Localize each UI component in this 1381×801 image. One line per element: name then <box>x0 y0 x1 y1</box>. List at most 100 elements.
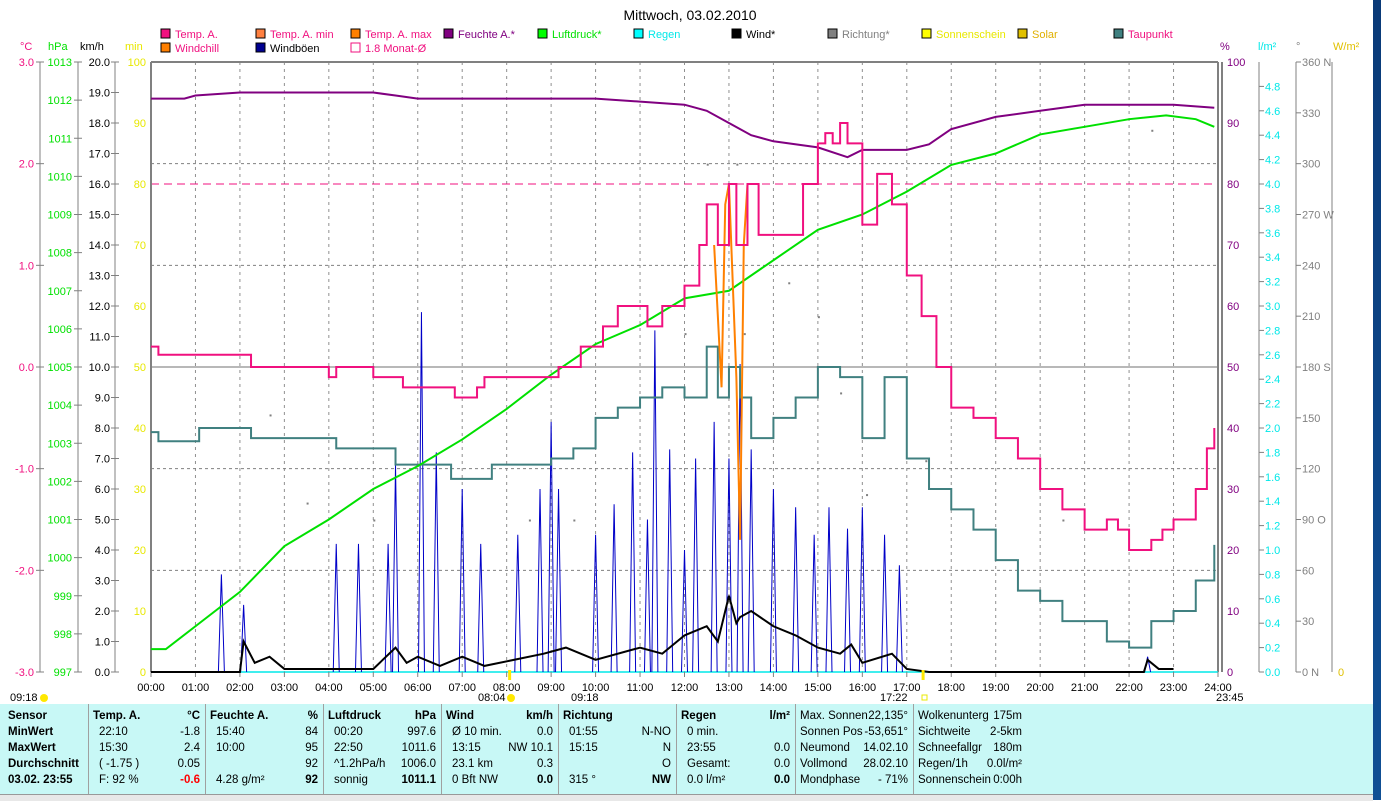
panel-row: Wolkenunterg 175m <box>918 708 1022 724</box>
wind-tick-label: 3.0 <box>95 576 110 588</box>
weather-chart: Mittwoch, 03.02.2010 Temp. A. Temp. A. mi… <box>10 7 1360 704</box>
direction-point <box>840 392 843 395</box>
panel-value: 28.02.10 <box>863 758 908 770</box>
panel-row: Durchschnitt <box>8 756 88 772</box>
minutes-tick-label: 40 <box>134 423 146 435</box>
gust-spike <box>417 312 425 673</box>
panel-label: MaxWert <box>8 742 56 754</box>
time-tick-label: 00:00 <box>137 682 165 694</box>
gust-spike <box>736 363 744 673</box>
panel-header: Sensor <box>8 708 88 724</box>
panel-value: N <box>662 742 671 754</box>
pressure-tick-label: 1000 <box>48 553 72 565</box>
panel-label: ^1.2hPa/h <box>334 758 386 770</box>
gust-spike <box>666 449 674 673</box>
rain-tick-label: 2.2 <box>1265 399 1280 411</box>
time-tick-label: 03:00 <box>271 682 299 694</box>
temp-tick-label: -2.0 <box>15 565 34 577</box>
humidity-tick-label: 50 <box>1227 362 1239 374</box>
legend-label: Temp. A. <box>175 29 218 41</box>
minutes-tick-label: 70 <box>134 240 146 252</box>
panel-column: Luftdruck hPa 00:20 997.6 22:50 1011.6 ^1.2hPa… <box>328 708 436 790</box>
panel-row: 23:55 0.0 <box>681 740 790 756</box>
gust-spike <box>710 421 718 673</box>
panel-column: Max. Sonnen 22,135° Sonnen Pos -53,651° Neum… <box>800 708 908 790</box>
series-layer <box>151 91 1216 680</box>
minutes-tick-label: 80 <box>134 179 146 191</box>
gust-spike <box>477 543 485 673</box>
sunmark-time: 09:18 <box>571 692 599 704</box>
panel-row: F: 92 % -0.6 <box>93 772 200 788</box>
direction-point <box>866 494 869 497</box>
gust-spike <box>844 528 852 673</box>
pressure-tick-label: 999 <box>54 591 72 603</box>
wind-tick-label: 14.0 <box>89 240 110 252</box>
panel-row: 0 min. <box>681 724 790 740</box>
panel-value: °C <box>187 710 200 722</box>
gust-spike <box>458 488 466 673</box>
panel-label: Sichtweite <box>918 726 971 738</box>
panel-value: NW 10.1 <box>508 742 553 754</box>
legend-swatch <box>827 28 838 39</box>
axes: °C hPa km/h min% l/m² ° W/m² 3.0 2.0 1.0 0.0 -1.0 -2… <box>15 41 1360 694</box>
panel-row: ( -1.75 ) 0.05 <box>93 756 200 772</box>
panel-row: O <box>563 756 671 772</box>
minutes-tick-label: 50 <box>134 362 146 374</box>
legend-swatch <box>1017 28 1028 39</box>
gust-spike <box>592 534 600 673</box>
pressure-tick-label: 1009 <box>48 210 72 222</box>
rain-tick-label: 1.0 <box>1265 545 1280 557</box>
panel-value: -53,651° <box>864 726 908 738</box>
legend-label: Luftdruck* <box>552 29 602 41</box>
minutes-tick-label: 0 <box>140 667 146 679</box>
sun-time-left: 09:18 <box>10 692 38 704</box>
panel-label: 15:40 <box>216 726 245 738</box>
panel-row: 01:55 N-NO <box>563 724 671 740</box>
rain-tick-label: 3.2 <box>1265 277 1280 289</box>
moon-time: 23:45 <box>1216 692 1244 704</box>
panel-label: Mondphase <box>800 774 861 786</box>
panel-value: 0.0 <box>774 758 790 770</box>
time-tick-label: 06:00 <box>404 682 432 694</box>
panel-row: Max. Sonnen 22,135° <box>800 708 908 724</box>
panel-label: 10:00 <box>216 742 245 754</box>
panel-row: sonnig 1011.1 <box>328 772 436 788</box>
rain-tick-label: 0.4 <box>1265 618 1280 630</box>
rain-tick-label: 4.2 <box>1265 155 1280 167</box>
direction-point <box>925 460 928 463</box>
humidity-tick-label: 60 <box>1227 301 1239 313</box>
legend: Temp. A. Temp. A. min Temp. A. max Feuchte … <box>160 28 1173 55</box>
column-separator <box>913 704 914 794</box>
panel-value: 0.05 <box>177 758 200 770</box>
chart-title: Mittwoch, 03.02.2010 <box>623 7 756 23</box>
humidity-tick-label: 30 <box>1227 484 1239 496</box>
panel-column: Sensor MinWert MaxWert Durchschnitt 03.02. 2… <box>8 708 88 790</box>
panel-label: 23.1 km <box>452 758 493 770</box>
gust-spike <box>692 458 700 673</box>
gust-spike <box>536 488 544 673</box>
panel-value: 0.0 <box>774 742 790 754</box>
pressure-tick-label: 1004 <box>48 400 72 412</box>
panel-label: Wind <box>446 710 474 722</box>
solar-tick-label: 0 <box>1338 667 1344 679</box>
time-tick-label: 15:00 <box>804 682 832 694</box>
panel-value: 0.0 <box>774 774 790 786</box>
legend-label: 1.8 Monat-Ø <box>365 43 427 55</box>
panel-row: 15:15 N <box>563 740 671 756</box>
panel-label: 0.0 l/m² <box>687 774 726 786</box>
panel-header: Wind km/h <box>446 708 553 724</box>
summary-panel: Sensor MinWert MaxWert Durchschnitt 03.02. 2… <box>0 704 1373 794</box>
panel-label: 23:55 <box>687 742 716 754</box>
axis-unit-solar: W/m² <box>1333 41 1360 53</box>
panel-row: Sichtweite 2-5km <box>918 724 1022 740</box>
rain-tick-label: 2.4 <box>1265 374 1280 386</box>
panel-label: Gesamt: <box>687 758 731 770</box>
panel-row: 23.1 km 0.3 <box>446 756 553 772</box>
gust-spike <box>725 458 733 673</box>
legend-swatch <box>255 42 266 53</box>
panel-label: Luftdruck <box>328 710 382 722</box>
direction-point <box>817 316 820 319</box>
wind-tick-label: 16.0 <box>89 179 110 191</box>
time-tick-label: 20:00 <box>1026 682 1054 694</box>
temp-tick-label: -1.0 <box>15 464 34 476</box>
